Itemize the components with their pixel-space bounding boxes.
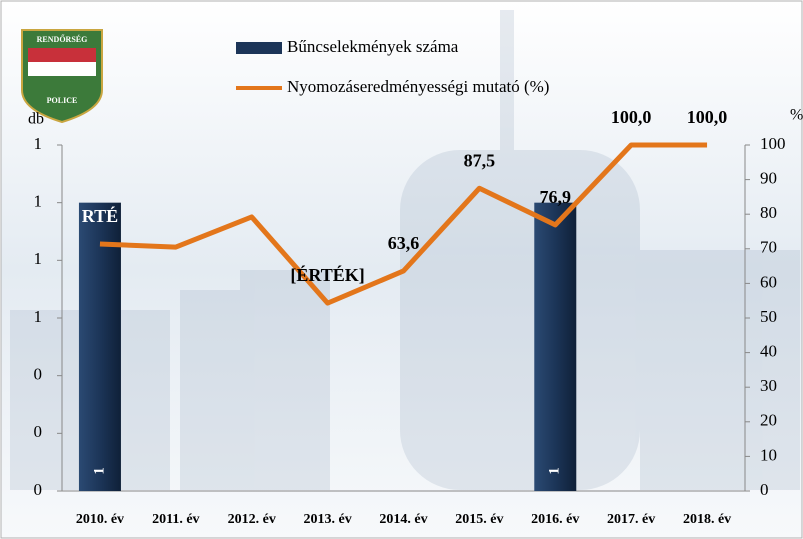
y-axis-label: db	[28, 111, 44, 128]
legend-swatch	[236, 42, 282, 54]
logo-text: POLICE	[47, 96, 78, 105]
bar	[78, 202, 121, 491]
y2-tick-label: 40	[760, 342, 777, 361]
x-tick-label: 2012. év	[228, 512, 276, 527]
line-value-label: [ÉRTÉK]	[290, 264, 364, 285]
line-value-label: RTÉ	[82, 205, 118, 226]
y2-tick-label: 100	[760, 134, 786, 153]
x-tick-label: 2018. év	[683, 512, 731, 527]
line-value-label: 87,5	[464, 150, 496, 170]
logo-stripe	[28, 48, 96, 62]
x-tick-label: 2011. év	[152, 512, 199, 527]
y-tick-label: 0	[34, 422, 43, 441]
x-tick-label: 2014. év	[379, 512, 427, 527]
line-value-label: 76,9	[540, 187, 572, 207]
x-tick-label: 2016. év	[531, 512, 579, 527]
line-value-label: 100,0	[687, 107, 728, 127]
bar-value-label: 1	[547, 467, 563, 475]
y2-tick-label: 60	[760, 272, 777, 291]
logo: RENDŐRSÉG POLICE	[21, 29, 103, 124]
logo-text: RENDŐRSÉG	[37, 34, 88, 44]
logo-stripe	[28, 62, 96, 76]
y-tick-label: 1	[34, 249, 43, 268]
y-tick-label: 1	[34, 192, 43, 211]
y-tick-label: 1	[34, 307, 43, 326]
bar	[534, 202, 577, 491]
x-tick-label: 2010. év	[76, 512, 124, 527]
legend-label: Bűncselekmények száma	[287, 37, 459, 56]
y2-tick-label: 10	[760, 445, 777, 464]
y2-tick-label: 20	[760, 411, 777, 430]
line-value-label: 100,0	[611, 107, 652, 127]
y2-tick-label: 70	[760, 238, 777, 257]
y-tick-label: 0	[34, 365, 43, 384]
x-tick-label: 2017. év	[607, 512, 655, 527]
y-tick-label: 1	[34, 134, 43, 153]
y-tick-label: 0	[34, 480, 43, 499]
y2-tick-label: 50	[760, 307, 777, 326]
line	[99, 142, 708, 306]
y2-tick-label: 30	[760, 376, 777, 395]
x-tick-label: 2015. év	[455, 512, 503, 527]
y2-tick-label: 90	[760, 169, 777, 188]
legend-label: Nyomozáseredményességi mutató (%)	[287, 77, 549, 96]
y2-tick-label: 80	[760, 203, 777, 222]
bar-value-label: 1	[91, 467, 107, 475]
y2-axis-label: %	[790, 107, 803, 124]
line-value-label: 63,6	[388, 233, 420, 253]
x-tick-label: 2013. év	[304, 512, 352, 527]
y2-tick-label: 0	[760, 480, 769, 499]
